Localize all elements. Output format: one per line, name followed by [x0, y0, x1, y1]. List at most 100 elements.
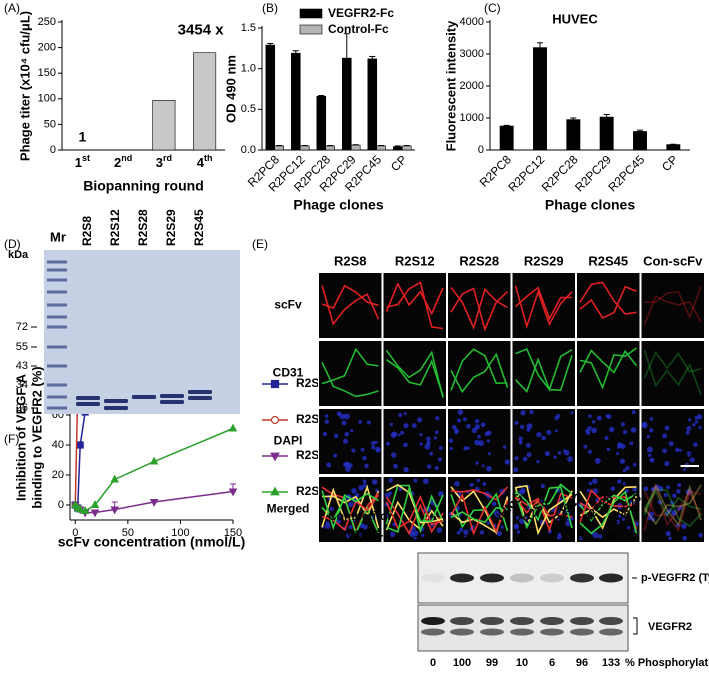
nucleus [479, 530, 485, 535]
nucleus [326, 462, 332, 468]
nucleus [625, 488, 629, 493]
nucleus [480, 422, 486, 428]
nucleus [388, 491, 393, 495]
marker [228, 488, 238, 497]
row-label: CD31 [273, 366, 304, 380]
nucleus [592, 478, 598, 484]
blot-band [421, 628, 445, 636]
nucleus [675, 447, 680, 453]
nucleus [567, 456, 573, 463]
nucleus [672, 512, 676, 516]
nucleus [514, 456, 519, 461]
micrograph [576, 408, 641, 475]
nucleus [616, 452, 620, 456]
nucleus [476, 478, 480, 483]
nucleus [390, 452, 397, 458]
nucleus [324, 523, 331, 529]
nucleus [389, 531, 396, 538]
y-tick-label: 200 [38, 42, 56, 54]
nucleus [667, 508, 672, 513]
marker [75, 504, 85, 513]
micrograph [640, 476, 705, 543]
y-tick-label: 0 [478, 144, 484, 156]
legend-marker [270, 452, 280, 462]
x-axis-label: Phage clones [293, 197, 383, 213]
y-axis-label: Phage titer (x10⁴ cfu/μL) [17, 11, 32, 161]
y-tick-label: 1.0 [241, 63, 256, 75]
nucleus [462, 417, 467, 422]
x-axis-label: Phage clones [545, 197, 635, 213]
nucleus [426, 436, 431, 442]
vessel [643, 484, 702, 526]
ladder-band [47, 268, 67, 272]
legend-marker [270, 415, 280, 425]
nucleus [605, 414, 609, 418]
nucleus [463, 529, 469, 535]
nucleus [400, 430, 405, 435]
legend-swatch [299, 24, 323, 35]
nucleus [448, 438, 454, 443]
nucleus [374, 440, 378, 444]
nucleus [496, 531, 502, 537]
blot-band [570, 573, 594, 583]
nucleus [486, 465, 492, 472]
nucleus [676, 489, 681, 494]
nucleus [598, 534, 603, 539]
nucleus [437, 457, 443, 462]
nucleus [474, 439, 480, 446]
panel-label: (B) [262, 1, 278, 15]
bar [666, 144, 681, 151]
nucleus [586, 431, 591, 436]
nucleus [544, 451, 550, 457]
blot-band [599, 573, 623, 583]
nucleus [615, 519, 620, 525]
error-bar [292, 50, 299, 54]
vessel [579, 496, 638, 530]
band-bracket [633, 617, 638, 635]
competitor-label: Competitor [328, 509, 392, 523]
nucleus [421, 533, 425, 538]
nucleus [345, 533, 352, 539]
protein-band [160, 400, 184, 404]
nucleus [622, 482, 626, 486]
nucleus [609, 426, 615, 433]
nucleus [469, 482, 474, 488]
competitor-name: – [458, 508, 465, 523]
nucleus [495, 512, 501, 518]
x-tick-label: 2nd [114, 153, 132, 170]
nucleus [388, 477, 394, 483]
nucleus [536, 431, 542, 438]
vessel [385, 495, 444, 530]
blot-band [599, 628, 623, 636]
vessel [385, 349, 444, 398]
nucleus [434, 430, 439, 435]
nucleus [668, 536, 672, 541]
marker-label: 26 [16, 402, 28, 414]
y-tick-label: 4000 [460, 16, 484, 28]
nucleus [579, 536, 584, 541]
blot-band [450, 573, 474, 583]
nucleus [343, 462, 348, 468]
nucleus [694, 420, 699, 424]
y-tick-label: 0 [58, 499, 64, 511]
bar [350, 144, 361, 151]
nucleus [698, 532, 703, 538]
nucleus [351, 448, 356, 453]
x-tick-label: 1st [75, 153, 90, 170]
nucleus [518, 436, 523, 441]
ladder-band [47, 406, 67, 410]
x-tick-label: 50 [122, 527, 134, 539]
nucleus [345, 466, 351, 472]
ladder-band [47, 345, 67, 349]
y-tick-label: 0.5 [241, 103, 256, 115]
nucleus [429, 451, 434, 456]
error-bar [537, 42, 543, 48]
nucleus [344, 431, 350, 437]
blot-band [540, 628, 564, 636]
error-bar [603, 113, 610, 118]
nucleus [665, 530, 671, 537]
annotation: 1 [78, 129, 86, 145]
x-tick-label: 100 [171, 527, 189, 539]
vessel [579, 349, 638, 374]
nucleus [525, 442, 531, 448]
